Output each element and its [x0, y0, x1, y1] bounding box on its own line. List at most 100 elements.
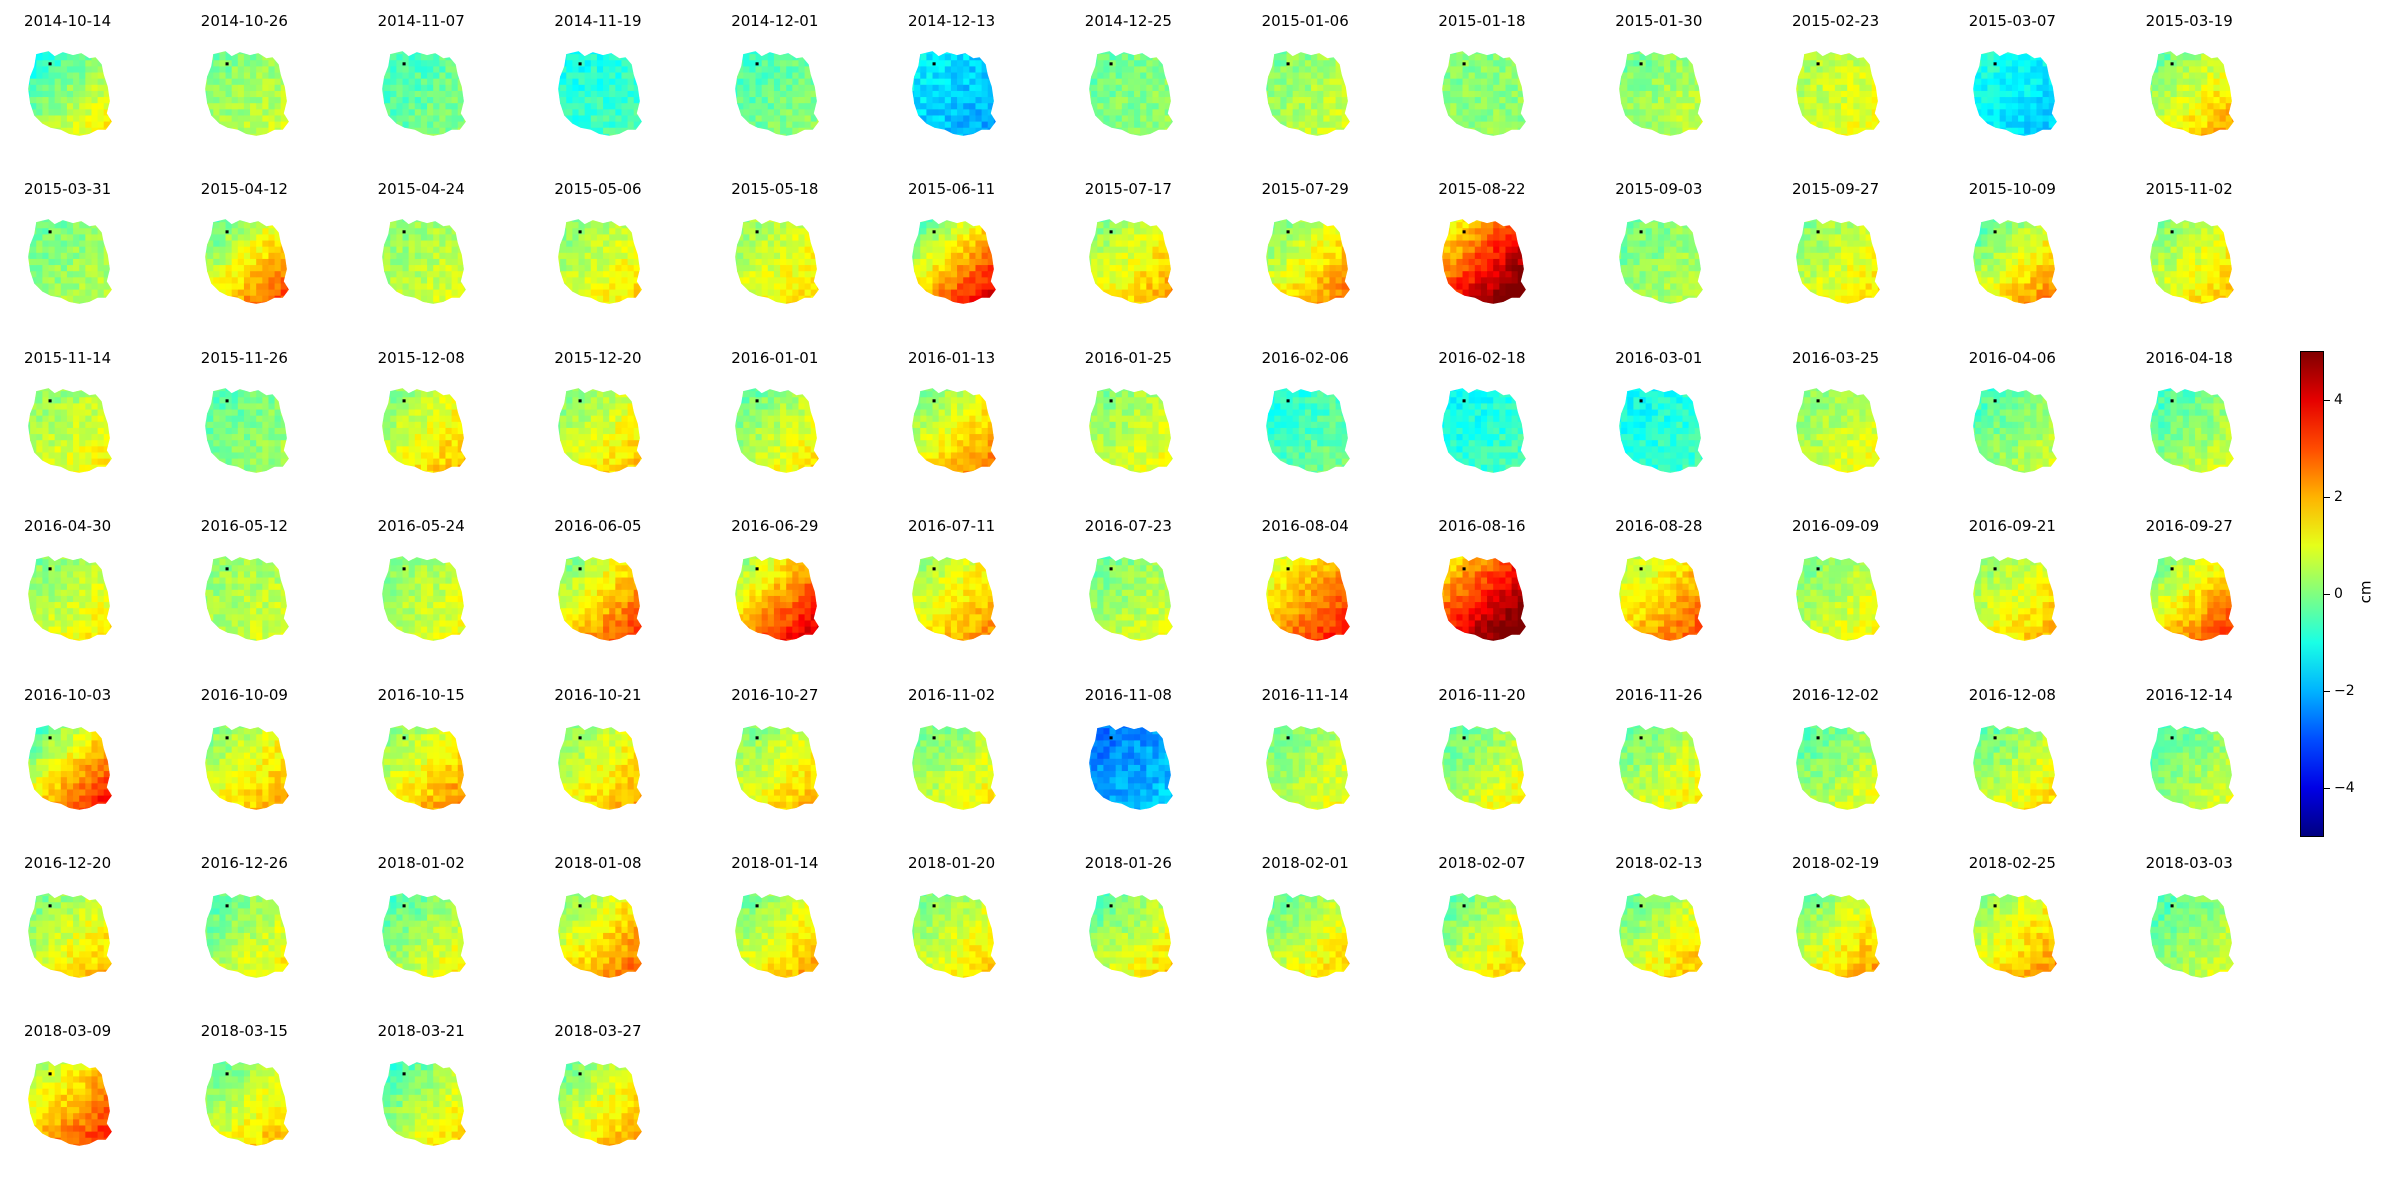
map-cell [1329, 121, 1336, 129]
map-cell [2017, 54, 2025, 61]
map-cell [1152, 109, 1159, 116]
map-cell [438, 97, 446, 104]
map-cell [634, 54, 641, 61]
map-cell [810, 247, 818, 254]
map-cell [780, 265, 787, 272]
map-cell [91, 240, 99, 248]
map-cell [30, 222, 37, 230]
map-cell [1670, 72, 1677, 80]
map-cell [91, 228, 99, 236]
map-cell [36, 133, 43, 136]
map-cell [1304, 219, 1312, 223]
map-cell [1164, 283, 1172, 291]
map-cell [389, 222, 397, 230]
map-cell [1097, 253, 1104, 260]
map-cell [103, 289, 111, 297]
map-cell [1469, 253, 1476, 260]
map-cell [792, 240, 800, 248]
map-cell [597, 228, 604, 236]
map-cell [578, 78, 586, 86]
map-cell [2017, 115, 2025, 123]
map-cell [987, 84, 995, 92]
map-cell [1267, 127, 1275, 135]
map-cell [1304, 54, 1312, 61]
map-cell [1292, 283, 1299, 291]
map-cell [204, 54, 208, 61]
map-cell [1487, 228, 1494, 236]
map-cell [408, 240, 415, 248]
map-cell [987, 54, 995, 61]
map-cell [383, 72, 391, 80]
map-cell [1499, 60, 1507, 67]
map-cell [1639, 60, 1647, 67]
map-cell [735, 289, 738, 297]
map-cell [73, 296, 80, 303]
map-cell [73, 133, 80, 136]
map-cell [1115, 271, 1123, 279]
map-cell [1103, 84, 1110, 92]
map-cell [615, 60, 623, 67]
map-cell [1456, 103, 1464, 110]
map-cell [627, 109, 635, 116]
map-cell [804, 289, 812, 297]
map-cell [1499, 54, 1507, 61]
displacement-map [558, 219, 643, 305]
map-cell [2149, 97, 2153, 104]
map-cell [206, 271, 214, 279]
map-cell [85, 133, 92, 136]
map-cell [1304, 247, 1312, 254]
map-cell [585, 60, 592, 67]
map-cell [1682, 115, 1690, 123]
map-panel: 2015-06-11 [908, 180, 1078, 330]
map-cell [1442, 240, 1445, 248]
map-cell [438, 265, 446, 272]
map-cell [634, 222, 641, 230]
map-cell [1170, 78, 1173, 86]
map-cell [1335, 234, 1342, 242]
map-cell [591, 109, 598, 116]
map-cell [1828, 103, 1836, 110]
map-cell [1804, 121, 1811, 129]
map-cell [1627, 72, 1634, 80]
map-cell [615, 265, 623, 272]
map-cell [79, 283, 86, 291]
map-cell [1444, 240, 1452, 248]
map-cell [1139, 133, 1147, 136]
map-cell [591, 60, 598, 67]
map-cell [91, 78, 99, 86]
map-cell [451, 219, 458, 223]
map-cell [1444, 302, 1452, 305]
map-cell [1834, 54, 1842, 61]
map-cell [1865, 66, 1873, 73]
map-cell [1316, 133, 1324, 136]
map-cell [2151, 60, 2159, 67]
map-cell [1316, 228, 1324, 236]
map-cell [1286, 90, 1293, 98]
map-cell [1853, 97, 1860, 104]
map-cell [1487, 54, 1494, 61]
map-cell [1146, 60, 1153, 67]
map-cell [1109, 259, 1116, 266]
map-cell [914, 247, 921, 254]
map-cell [1651, 127, 1659, 135]
map-cell [950, 265, 958, 272]
map-cell [1298, 219, 1305, 223]
map-cell [1109, 121, 1116, 129]
map-cell [2200, 127, 2208, 135]
map-cell [2225, 51, 2232, 55]
map-cell [926, 234, 933, 242]
map-cell [249, 302, 257, 305]
map-cell [1972, 127, 1976, 135]
map-cell [1442, 289, 1445, 297]
map-cell [445, 289, 452, 297]
map-cell [1456, 265, 1464, 272]
map-cell [381, 97, 385, 104]
map-cell [969, 222, 976, 230]
map-cell [432, 247, 440, 254]
map-cell [2225, 103, 2232, 110]
map-cell [1694, 78, 1702, 86]
map-cell [2005, 121, 2013, 129]
map-cell [2219, 90, 2226, 98]
map-cell [1619, 66, 1622, 73]
map-cell [2225, 84, 2232, 92]
